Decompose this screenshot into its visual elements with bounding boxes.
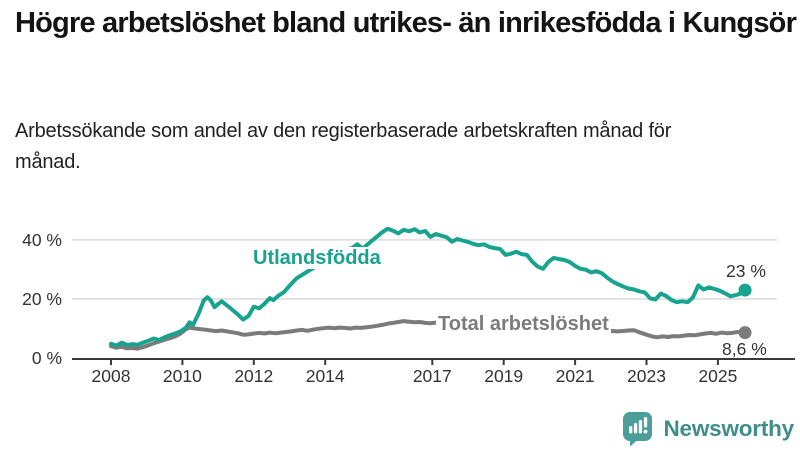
x-tick-label: 2010 (163, 366, 202, 386)
bubble-tail (630, 439, 639, 447)
end-value-label-utlandsfodda: 23 % (726, 261, 766, 281)
exclamation-dot-icon (644, 429, 648, 434)
x-tick-label: 2014 (306, 366, 345, 386)
newsworthy-bubble-icon (623, 412, 653, 447)
y-tick-label: 40 % (22, 230, 62, 250)
x-tick-label: 2017 (413, 366, 452, 386)
bar-small-icon (629, 426, 633, 434)
x-tick-label: 2025 (698, 366, 737, 386)
series-end-dot (738, 283, 752, 297)
page-subtitle: Arbetssökande som andel av den registerb… (15, 120, 672, 173)
newsworthy-logo: Newsworthy (622, 411, 794, 447)
x-tick-label: 2019 (484, 366, 523, 386)
x-tick-label: 2023 (627, 366, 666, 386)
bar-medium-icon (634, 423, 638, 434)
end-value-label-total: 8,6 % (722, 339, 767, 359)
series-label-total-arbetsloshet: Total arbetslöshet (436, 313, 611, 335)
logo-text: Newsworthy (663, 416, 794, 441)
bubble-shape (623, 412, 653, 441)
series-line (109, 319, 747, 351)
y-tick-label: 20 % (22, 289, 62, 309)
bar-tall-icon (639, 420, 643, 434)
series-label-utlandsfodda: Utlandsfödda (251, 247, 383, 269)
x-tick-label: 2012 (234, 366, 273, 386)
series-line (109, 226, 747, 348)
series-end-dot (738, 326, 752, 340)
y-tick-label: 0 % (32, 348, 62, 368)
page-title: Högre arbetslöshet bland utrikes- än inr… (15, 7, 797, 39)
x-tick-label: 2008 (92, 366, 131, 386)
exclamation-stroke-icon (644, 417, 648, 428)
x-tick-label: 2021 (556, 366, 595, 386)
